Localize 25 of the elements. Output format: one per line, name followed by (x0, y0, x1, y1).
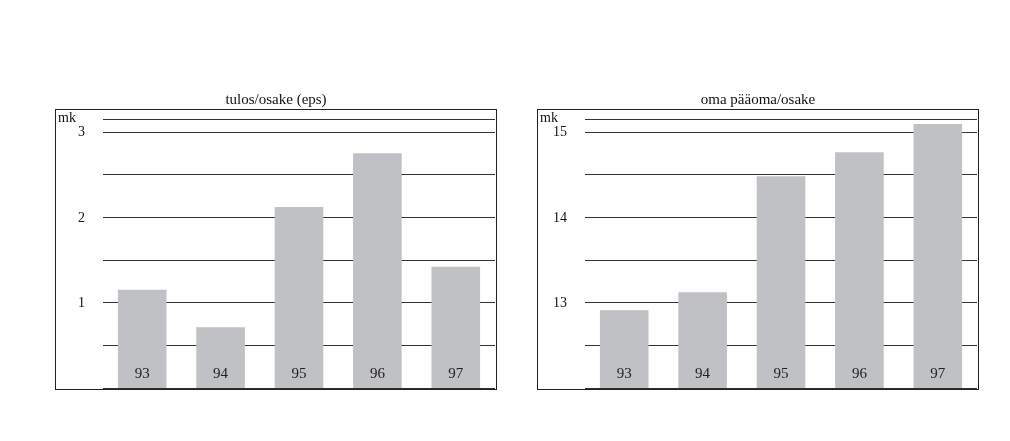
y-tick-label: 2 (78, 209, 85, 225)
bar (353, 153, 402, 388)
x-tick-label: 94 (695, 364, 711, 381)
x-tick-label: 95 (291, 364, 307, 381)
bar (274, 206, 324, 388)
y-axis-title: mk (58, 110, 76, 126)
bar (431, 266, 481, 388)
y-tick-label: 14 (553, 209, 567, 225)
x-tick-label: 93 (134, 364, 150, 381)
chart-title: tulos/osake (eps) (225, 90, 327, 108)
x-tick-label: 93 (616, 364, 632, 381)
y-tick-label: 1 (78, 295, 85, 311)
x-tick-label: 97 (930, 364, 946, 381)
x-tick-label: 94 (213, 364, 229, 381)
x-tick-label: 96 (851, 364, 868, 381)
y-tick-label: 13 (553, 295, 567, 311)
y-tick-label: 3 (78, 124, 85, 140)
bar (196, 327, 245, 388)
y-axis-title: mk (540, 110, 558, 126)
chart-title: oma pääoma/osake (700, 90, 816, 107)
x-tick-label: 95 (773, 364, 789, 381)
y-tick-label: 15 (553, 124, 567, 140)
x-tick-label: 97 (448, 364, 464, 381)
x-tick-label: 96 (369, 364, 386, 381)
bar (117, 289, 167, 388)
